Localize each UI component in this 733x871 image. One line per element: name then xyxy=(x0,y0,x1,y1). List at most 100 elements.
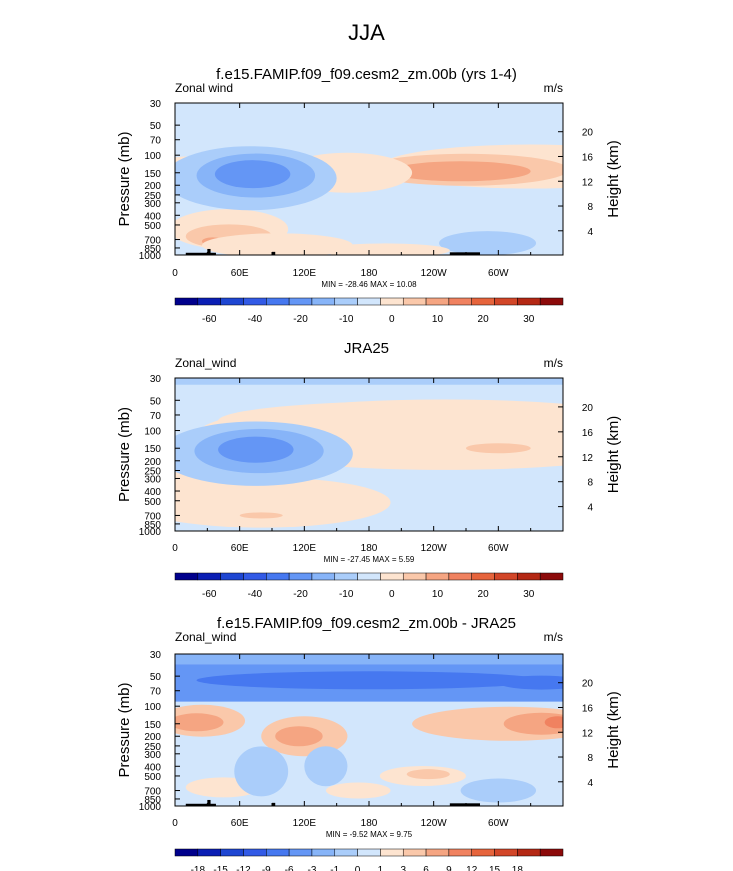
y-tick-label: 300 xyxy=(144,199,161,210)
colorbar-swatch xyxy=(517,572,541,581)
colorbar-swatch xyxy=(334,572,358,581)
y-tick-label: 400 xyxy=(144,487,161,498)
colorbar-swatch xyxy=(380,848,404,857)
contour-region xyxy=(201,233,353,255)
min-max-stats: MIN = -27.45 MAX = 5.59 xyxy=(324,555,415,564)
terrain-mask xyxy=(272,251,276,255)
colorbar: -60 -40 -20 -10 0 10 20 30 xyxy=(174,297,564,325)
y-tick-label: 150 xyxy=(144,720,161,731)
colorbar-swatch xyxy=(243,848,267,857)
contour-region xyxy=(406,769,450,780)
y-tick-label: 30 xyxy=(150,99,162,110)
y-tick-label: 1000 xyxy=(139,527,162,538)
y-tick-label: 250 xyxy=(144,742,161,753)
colorbar-swatch xyxy=(539,848,564,857)
colorbar-swatch xyxy=(288,848,313,857)
colorbar-swatch xyxy=(311,297,336,306)
x-tick-label: 60E xyxy=(231,543,249,554)
variable-label: Zonal_wind xyxy=(175,630,236,644)
min-max-stats: MIN = -9.52 MAX = 9.75 xyxy=(326,830,413,839)
y-tick-label: 500 xyxy=(144,772,161,783)
colorbar-label: 10 xyxy=(432,589,444,600)
y-tick-label: 70 xyxy=(150,687,162,698)
y-tick-label: 700 xyxy=(144,511,161,522)
y-tick-label: 200 xyxy=(144,457,161,468)
colorbar-swatch xyxy=(494,848,518,857)
colorbar-label: 30 xyxy=(523,314,535,325)
colorbar-label: 10 xyxy=(432,314,444,325)
height-tick-label: 16 xyxy=(582,152,594,163)
x-tick-label: 120W xyxy=(421,818,448,829)
colorbar-label: -60 xyxy=(202,589,217,600)
colorbar-swatch xyxy=(494,297,518,306)
y-tick-label: 400 xyxy=(144,762,161,773)
panel-1: f.e15.FAMIP.f09_f09.cesm2_zm.00b (yrs 1-… xyxy=(116,66,622,325)
colorbar: -60 -40 -20 -10 0 10 20 30 xyxy=(174,572,564,600)
y-axis-title: Pressure (mb) xyxy=(116,682,133,777)
contour-region xyxy=(466,443,531,454)
x-tick-label: 120E xyxy=(293,543,317,554)
colorbar-swatch xyxy=(266,572,290,581)
contour-region xyxy=(320,243,450,255)
colorbar-swatch xyxy=(357,848,381,857)
height-tick-label: 8 xyxy=(587,478,593,489)
y-tick-label: 200 xyxy=(144,732,161,743)
y-tick-label: 50 xyxy=(150,396,162,407)
colorbar-label: 12 xyxy=(466,865,478,871)
colorbar-swatch xyxy=(311,848,336,857)
y-tick-label: 850 xyxy=(144,244,161,255)
contour-region xyxy=(275,726,323,747)
y-axis-right-title: Height (km) xyxy=(605,691,622,769)
y-tick-label: 200 xyxy=(144,181,161,192)
colorbar-swatch xyxy=(517,848,541,857)
colorbar-label: 18 xyxy=(512,865,524,871)
y-axis-title: Pressure (mb) xyxy=(116,131,133,226)
colorbar-label: 20 xyxy=(478,589,490,600)
colorbar-label: 6 xyxy=(423,865,429,871)
colorbar-swatch xyxy=(471,297,495,306)
x-tick-label: 180 xyxy=(361,543,378,554)
colorbar-swatch xyxy=(357,572,381,581)
colorbar-swatch xyxy=(471,572,495,581)
colorbar-swatch xyxy=(402,572,427,581)
y-tick-label: 250 xyxy=(144,191,161,202)
contour-region xyxy=(460,778,537,803)
x-tick-label: 120E xyxy=(293,818,317,829)
y-tick-label: 400 xyxy=(144,211,161,222)
colorbar-swatch xyxy=(288,572,313,581)
contour-region xyxy=(503,712,563,735)
min-max-stats: MIN = -28.46 MAX = 10.08 xyxy=(321,280,417,289)
contour-region xyxy=(239,512,283,519)
colorbar-label: 20 xyxy=(478,314,490,325)
x-tick-label: 180 xyxy=(361,818,378,829)
y-tick-label: 50 xyxy=(150,121,162,132)
colorbar-swatch xyxy=(243,572,267,581)
units-label: m/s xyxy=(544,356,563,370)
colorbar-label: -60 xyxy=(202,314,217,325)
colorbar-label: -6 xyxy=(285,865,294,871)
y-tick-label: 700 xyxy=(144,236,161,247)
x-tick-label: 60E xyxy=(231,818,249,829)
terrain-mask xyxy=(207,799,211,806)
figure-title: JJA xyxy=(348,20,385,45)
panel-2: JRA25 Zonal_wind m/s 0 60E 120E 180 120W 60W 30 50… xyxy=(116,340,622,600)
contour-region xyxy=(498,675,563,690)
colorbar-label: 3 xyxy=(400,865,406,871)
colorbar-swatch xyxy=(266,297,290,306)
y-axis-right-title: Height (km) xyxy=(605,416,622,494)
colorbar-swatch xyxy=(174,848,199,857)
contour-region xyxy=(196,671,542,690)
colorbar-label: 30 xyxy=(523,589,535,600)
x-tick-label: 60W xyxy=(488,543,509,554)
y-tick-label: 1000 xyxy=(139,251,162,262)
colorbar-label: -40 xyxy=(248,589,263,600)
y-tick-label: 70 xyxy=(150,411,162,422)
height-tick-label: 4 xyxy=(587,778,593,789)
colorbar-label: -15 xyxy=(213,865,228,871)
panel-title: f.e15.FAMIP.f09_f09.cesm2_zm.00b - JRA25 xyxy=(217,615,516,632)
y-tick-label: 500 xyxy=(144,221,161,232)
contour-region xyxy=(175,477,391,528)
y-tick-label: 500 xyxy=(144,497,161,508)
colorbar-swatch xyxy=(539,297,564,306)
y-tick-label: 300 xyxy=(144,474,161,485)
